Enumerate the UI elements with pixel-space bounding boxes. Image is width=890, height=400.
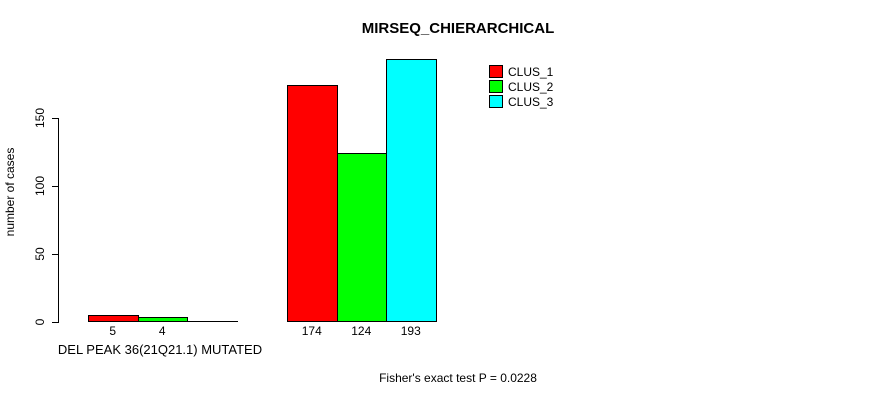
y-axis-tick-label: 150 (33, 107, 47, 128)
legend-swatch-clus-3 (489, 95, 503, 108)
legend-label-clus-2: CLUS_2 (508, 79, 554, 94)
y-axis-tick (52, 322, 58, 323)
legend-label-clus-1: CLUS_1 (508, 64, 554, 79)
legend-label-clus-3: CLUS_3 (508, 94, 554, 109)
bar-value-label: 193 (400, 324, 421, 338)
y-axis-tick (52, 117, 58, 119)
legend-swatch-clus-1 (489, 65, 503, 78)
y-axis-tick-label: 50 (33, 247, 47, 261)
y-axis-tick (52, 185, 58, 187)
legend: CLUS_1 CLUS_2 CLUS_3 (489, 64, 553, 109)
bar-value-label: 124 (351, 324, 372, 338)
legend-row: CLUS_1 (489, 64, 553, 79)
y-axis-tick (52, 253, 58, 255)
y-axis-line (58, 117, 59, 323)
bar-value-label: 174 (301, 324, 322, 338)
bar-value-label: 4 (158, 324, 166, 338)
bar-value-label: 5 (109, 324, 117, 338)
y-axis-tick-label: 0 (33, 318, 47, 326)
bar-clus-3-group-2 (386, 59, 437, 322)
y-axis-tick-label: 100 (33, 175, 47, 196)
legend-row: CLUS_3 (489, 94, 553, 109)
bar-clus-1-group-1 (88, 315, 139, 322)
chart-title: MIRSEQ_CHIERARCHICAL (361, 20, 555, 37)
footnote-fisher-test: Fisher's exact test P = 0.0228 (379, 371, 537, 385)
bar-clus-1-group-2 (287, 85, 338, 322)
bar-clus-2-group-2 (336, 153, 387, 322)
x-axis-label: DEL PEAK 36(21Q21.1) MUTATED (57, 342, 263, 357)
legend-swatch-clus-2 (489, 80, 503, 93)
bar-clus-3-group-1-zero (187, 321, 238, 322)
legend-row: CLUS_2 (489, 79, 553, 94)
bar-clus-2-group-1 (137, 316, 188, 322)
y-axis-title: number of cases (3, 147, 17, 237)
